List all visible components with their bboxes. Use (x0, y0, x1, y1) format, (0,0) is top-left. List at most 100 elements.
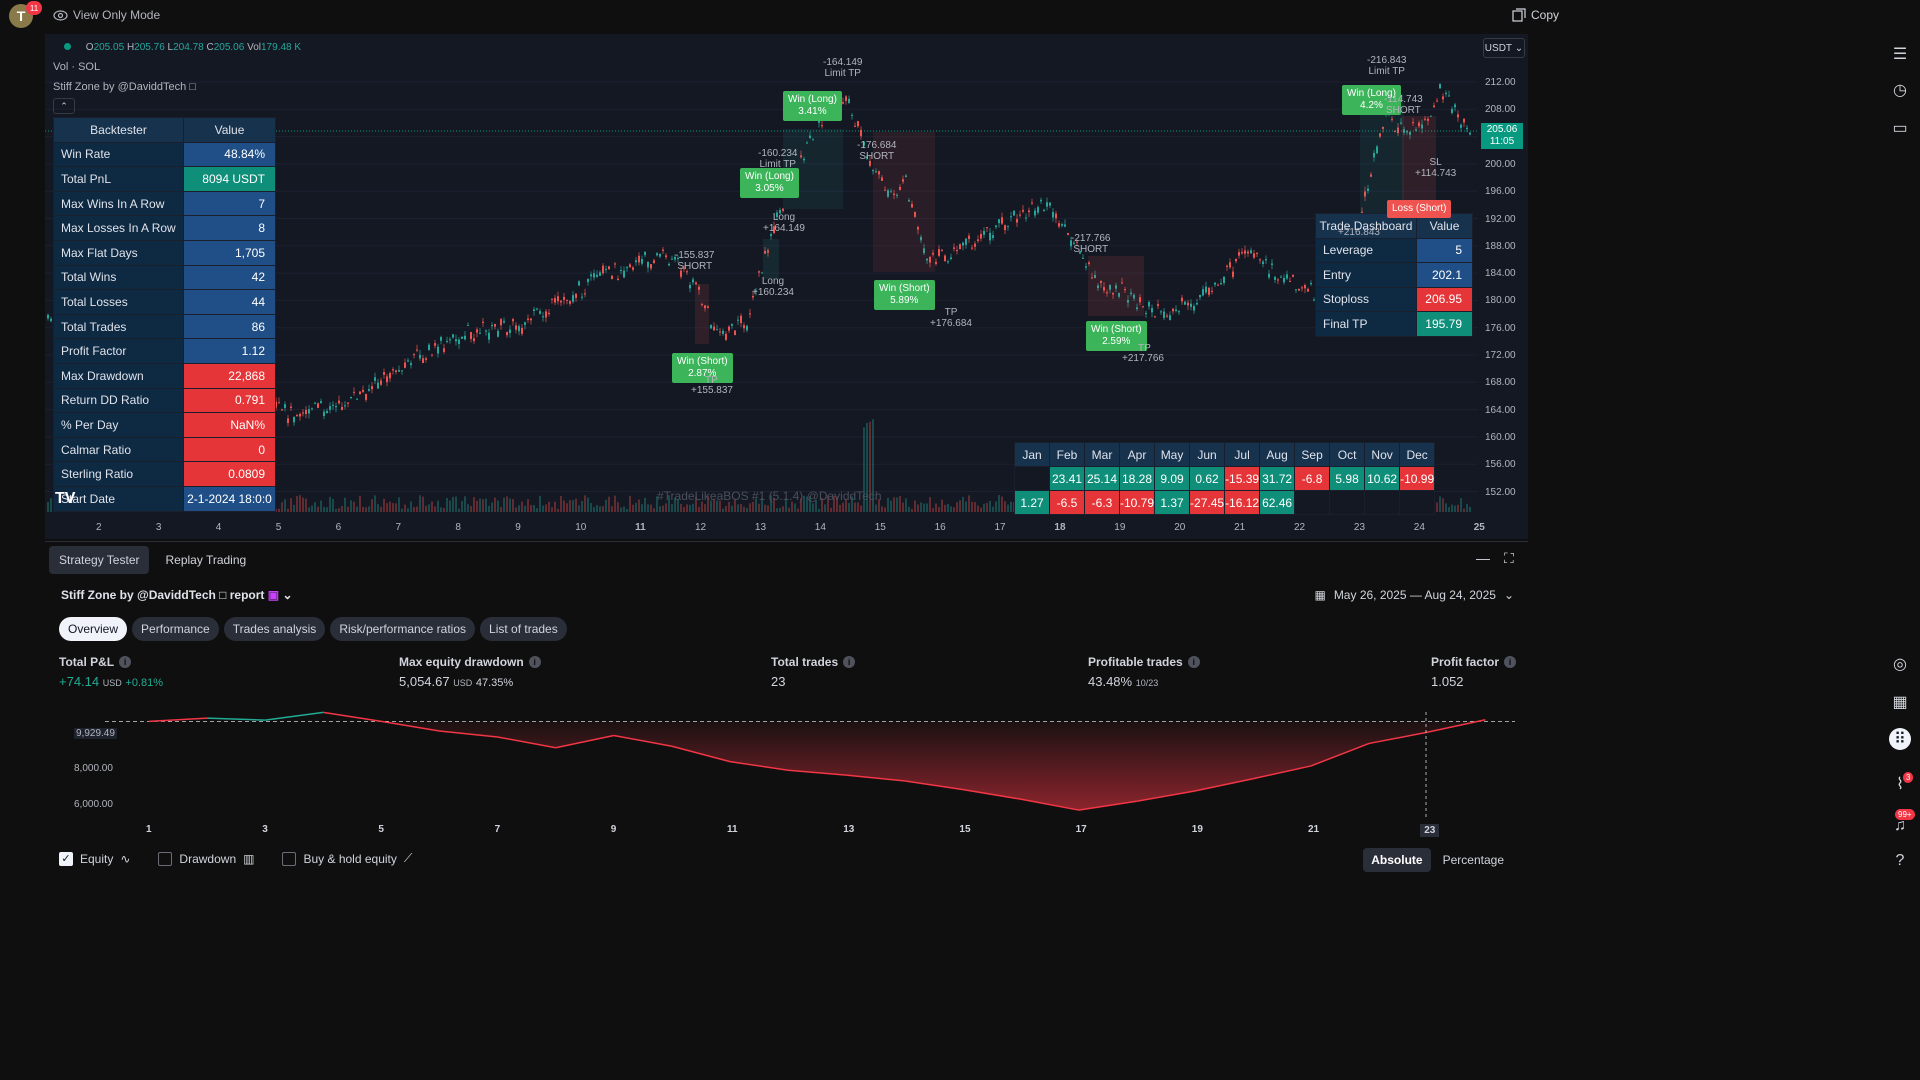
report-title[interactable]: Stiff Zone by @DaviddTech □ report ▣ ⌄ (61, 588, 293, 602)
legend-buy-hold[interactable]: Buy & hold equity ⟋ (282, 851, 412, 866)
tab-overview[interactable]: Overview (59, 617, 128, 641)
tab-performance[interactable]: Performance (132, 617, 219, 641)
info-icon[interactable]: i (1504, 656, 1517, 668)
info-icon[interactable]: i (119, 656, 132, 668)
equity-segment (1368, 731, 1428, 745)
price-tick: 196.00 (1485, 186, 1516, 198)
month-cell (1329, 490, 1366, 515)
view-only-mode[interactable]: View Only Mode (53, 8, 160, 22)
tab-strategy-tester[interactable]: Strategy Tester (49, 546, 150, 574)
trade-annotation: TP +176.684 (930, 307, 972, 329)
equity-segment (729, 760, 789, 771)
info-icon[interactable]: i (528, 656, 541, 668)
equity-segment (1194, 778, 1254, 792)
equity-xtick: 11 (727, 824, 738, 835)
signal-icon[interactable]: ⌇ (1896, 776, 1904, 793)
time-tick: 17 (994, 522, 1006, 533)
price-chart[interactable]: O205.05 H205.76 L204.78 C205.06 Vol179.4… (45, 34, 1528, 539)
bell-icon[interactable]: ♫ (1894, 817, 1906, 834)
time-tick: 18 (1054, 522, 1066, 533)
tab-replay-trading[interactable]: Replay Trading (165, 553, 247, 567)
top-bar: T 11 View Only Mode Copy (0, 0, 1568, 31)
table-row: Max Wins In A Row 7 (53, 190, 276, 217)
trade-annotation: +155.837 (691, 385, 733, 396)
price-axis[interactable] (1478, 34, 1528, 539)
table-row: Win Rate 48.84% (53, 141, 276, 168)
tab-risk-performance[interactable]: Risk/performance ratios (330, 617, 476, 641)
time-tick: 25 (1473, 522, 1485, 533)
info-icon[interactable]: i (1187, 656, 1200, 668)
currency-selector[interactable]: USDT ⌄ (1483, 38, 1525, 58)
equity-segment (207, 717, 266, 721)
volume-legend[interactable]: Vol · SOL (53, 61, 101, 73)
ohlc-legend: O205.05 H205.76 L204.78 C205.06 Vol179.4… (64, 42, 301, 53)
equity-xtick: 3 (262, 824, 268, 835)
compass-icon[interactable]: ◎ (1893, 656, 1907, 673)
percentage-button[interactable]: Percentage (1442, 853, 1504, 867)
checkbox-drawdown[interactable] (158, 851, 173, 866)
equity-ytick: 9,929.49 (74, 728, 117, 739)
trade-annotation: +217.766 (1122, 353, 1164, 364)
checkbox-equity[interactable]: ✓ (59, 851, 73, 866)
trade-annotation: TP (705, 375, 718, 386)
trade-tag-win: Win (Short) 2.59% (1086, 321, 1147, 351)
metric-max-drawdown: Max equity drawdown i 5,054.67 USD 47.35% (399, 655, 541, 689)
table-row: 1.27 -6.5 -6.3 -10.79 1.37 -27.45 -16.12 62.46 (1014, 490, 1436, 515)
equity-xtick: 13 (843, 824, 855, 835)
tab-list-of-trades[interactable]: List of trades (480, 617, 567, 641)
time-tick: 9 (515, 522, 521, 533)
equity-segment (788, 769, 847, 776)
view-only-label: View Only Mode (73, 8, 161, 22)
price-tick: 184.00 (1485, 268, 1516, 280)
watchlist-icon[interactable]: ☰ (1892, 46, 1908, 63)
tradingview-logo: TV (55, 490, 76, 507)
time-tick: 6 (335, 522, 342, 533)
apps-icon[interactable]: ⠿ (1889, 728, 1911, 750)
last-price-label: 205.06 11:05 (1481, 123, 1523, 149)
backtester-table: Backtester Value Win Rate 48.84% Total Pn… (53, 117, 276, 512)
info-icon[interactable]: i (843, 656, 856, 668)
copy-button[interactable]: Copy (1512, 8, 1559, 22)
trade-tag-win: Win (Short) 5.89% (874, 280, 935, 310)
price-tick: 168.00 (1485, 377, 1516, 389)
price-tick: 156.00 (1485, 459, 1516, 471)
month-cell: 5.98 (1329, 466, 1366, 491)
calendar-icon[interactable]: ▦ (1892, 694, 1908, 711)
chat-icon[interactable]: ▭ (1892, 120, 1908, 137)
price-tick: 180.00 (1485, 295, 1516, 307)
trade-annotation: -114.743 SHORT (1384, 94, 1423, 116)
eye-icon (53, 9, 68, 21)
collapse-legend-button[interactable]: ⌃ (53, 98, 75, 114)
minimize-icon[interactable]: — (1476, 550, 1490, 566)
metric-total-pnl: Total P&L i +74.14 USD +0.81% (59, 655, 164, 689)
absolute-button[interactable]: Absolute (1363, 848, 1431, 872)
legend-drawdown[interactable]: Drawdown ▥ (158, 851, 254, 866)
trade-tag-win: Win (Long) 3.41% (783, 91, 842, 121)
table-row: Final TP 195.79 (1315, 311, 1473, 337)
maximize-icon[interactable]: ⛶ (1504, 550, 1514, 566)
date-range-selector[interactable]: ▦ May 26, 2025 — Aug 24, 2025 ⌄ (1314, 588, 1514, 602)
legend-equity[interactable]: ✓ Equity ∿ (59, 851, 130, 866)
table-row: Total Wins 42 (53, 264, 276, 291)
month-header: Feb (1049, 442, 1085, 467)
price-tick: 164.00 (1485, 404, 1516, 416)
tab-trades-analysis[interactable]: Trades analysis (223, 617, 326, 641)
equity-chart[interactable] (45, 702, 1528, 842)
table-row: Return DD Ratio 0.791 (53, 387, 276, 414)
price-tick: 188.00 (1485, 240, 1516, 252)
checkbox-buy-hold[interactable] (282, 851, 297, 866)
notifications-badge: 99+ (1895, 809, 1915, 820)
table-row: Sterling Ratio 0.0809 (53, 461, 276, 487)
clock-icon[interactable]: ◷ (1893, 82, 1907, 99)
help-icon[interactable]: ? (1895, 852, 1905, 869)
month-header: May (1154, 442, 1191, 467)
report-subtabs: Overview Performance Trades analysis Ris… (59, 617, 567, 641)
trade-annotation: +216.843 (1338, 227, 1380, 238)
indicator-legend[interactable]: Stiff Zone by @DaviddTech □ (53, 81, 196, 93)
month-cell (1014, 466, 1050, 491)
month-cell: 0.62 (1189, 466, 1226, 491)
table-row: Max Losses In A Row 8 (53, 215, 276, 241)
equity-legend: ✓ Equity ∿ Drawdown ▥ Buy & hold equity ⟋ (59, 851, 412, 866)
equity-segment (381, 720, 440, 732)
trade-tag-win: Win (Short) 2.87% (672, 353, 733, 383)
